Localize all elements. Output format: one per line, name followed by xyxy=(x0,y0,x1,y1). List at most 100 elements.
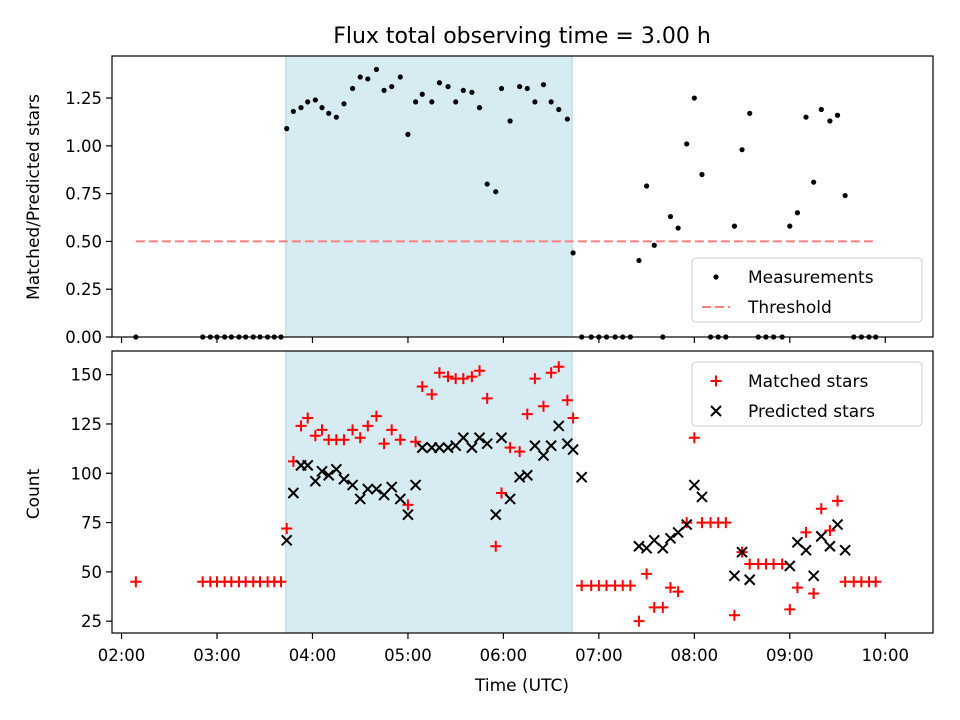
predicted-stars-point xyxy=(481,437,493,450)
matched-stars-point xyxy=(657,601,669,613)
matched-stars-point xyxy=(394,434,406,446)
legend-marker-matched xyxy=(710,375,722,387)
measurement-point xyxy=(312,97,318,103)
observing-window-shade xyxy=(285,350,573,634)
predicted-stars-point xyxy=(322,469,335,481)
predicted-stars-point xyxy=(839,544,851,556)
top-panel: 0.00 0.25 0.50 0.75 1.00 1.25 Measurements Thre… xyxy=(65,55,934,347)
measurement-point xyxy=(811,179,817,185)
matched-stars-point xyxy=(354,432,366,444)
predicted-stars-point xyxy=(728,570,741,582)
y-tick-label: 0.00 xyxy=(65,328,102,347)
matched-stars-point xyxy=(545,367,557,379)
predicted-stars-point xyxy=(309,475,322,487)
y-tick-label: 100 xyxy=(71,464,103,483)
predicted-stars-point xyxy=(394,493,407,505)
predicted-stars-point xyxy=(338,473,350,485)
predicted-stars-point xyxy=(807,570,820,582)
measurement-point xyxy=(794,210,801,216)
y-tick-label: 25 xyxy=(81,612,102,631)
y-tick-label: 1.00 xyxy=(65,137,102,156)
matched-stars-point xyxy=(641,568,653,580)
legend-box xyxy=(691,257,923,323)
predicted-stars-point xyxy=(553,420,565,432)
matched-stars-point xyxy=(410,436,422,448)
predicted-stars-point xyxy=(575,471,588,483)
measurement-point xyxy=(731,223,738,229)
predicted-stars-point xyxy=(688,479,701,491)
predicted-stars-point xyxy=(362,483,374,495)
predicted-stars-point xyxy=(784,560,796,572)
matched-stars-point xyxy=(784,603,796,615)
matched-stars-point xyxy=(316,424,328,436)
top-y-axis-label: Matched/Predicted stars xyxy=(24,94,44,300)
predicted-stars-point xyxy=(800,544,812,556)
matched-stars-point xyxy=(504,442,516,454)
matched-stars-point xyxy=(426,388,438,400)
predicted-stars-point xyxy=(680,518,693,531)
matched-stars-point xyxy=(442,371,454,383)
matched-stars-point xyxy=(275,576,287,588)
matched-stars-point xyxy=(529,373,541,385)
measurement-point xyxy=(842,192,848,199)
matched-stars-point xyxy=(457,373,469,385)
measurement-point xyxy=(349,85,356,92)
legend-label: Matched stars xyxy=(748,372,868,392)
measurement-point xyxy=(636,257,642,264)
matched-stars-point xyxy=(386,424,398,436)
measurement-point xyxy=(827,118,833,124)
matched-stars-point xyxy=(720,517,732,529)
matched-stars-point xyxy=(416,380,428,392)
y-tick-label: 0.25 xyxy=(65,280,102,299)
measurement-point xyxy=(524,85,530,92)
matched-stars-point xyxy=(433,367,445,379)
measurement-point xyxy=(341,101,347,107)
measurement-point xyxy=(326,110,332,116)
matched-stars-point xyxy=(870,576,882,588)
measurement-point xyxy=(319,105,325,111)
predicted-stars-point xyxy=(743,574,756,586)
x-tick-label: 06:00 xyxy=(480,646,528,665)
predicted-stars-point xyxy=(529,439,541,452)
matched-stars-point xyxy=(728,609,740,621)
measurement-point xyxy=(460,87,466,94)
x-tick-label: 09:00 xyxy=(766,646,814,665)
measurement-point xyxy=(290,108,296,115)
measurement-point xyxy=(747,110,753,116)
matched-stars-point xyxy=(681,517,693,529)
matched-stars-point xyxy=(672,586,684,598)
y-tick-label: 1.25 xyxy=(65,89,102,108)
predicted-stars-point xyxy=(824,540,836,552)
matched-stars-point xyxy=(495,487,507,499)
measurement-point xyxy=(556,106,562,113)
bottom-y-axis-label: Count xyxy=(24,468,44,519)
bottom-legend: Matched stars Predicted stars xyxy=(691,361,923,427)
measurement-point xyxy=(570,250,576,256)
measurement-point xyxy=(484,181,490,187)
measurement-point xyxy=(419,91,425,97)
predicted-stars-point xyxy=(402,508,414,521)
matched-stars-point xyxy=(553,361,565,373)
measurement-point xyxy=(517,83,523,90)
measurement-point xyxy=(298,105,304,111)
predicted-stars-point xyxy=(657,542,669,554)
measurement-point xyxy=(469,89,475,95)
predicted-stars-point xyxy=(490,508,502,521)
matched-stars-point xyxy=(815,503,827,515)
measurement-point xyxy=(787,223,793,229)
matched-stars-point xyxy=(281,522,293,534)
legend-box xyxy=(691,361,923,427)
predicted-stars-point xyxy=(354,493,366,505)
measurement-point xyxy=(651,242,657,248)
axes-frame xyxy=(111,350,934,634)
predicted-stars-point xyxy=(457,432,470,444)
measurement-point xyxy=(365,76,371,82)
predicted-stars-point xyxy=(330,463,343,476)
matched-stars-point xyxy=(521,408,533,420)
measurement-point xyxy=(699,171,705,178)
predicted-stars-point xyxy=(466,441,478,454)
y-tick-label: 150 xyxy=(71,366,103,385)
top-legend: Measurements Threshold xyxy=(691,257,923,323)
matched-stars-point xyxy=(538,400,550,412)
